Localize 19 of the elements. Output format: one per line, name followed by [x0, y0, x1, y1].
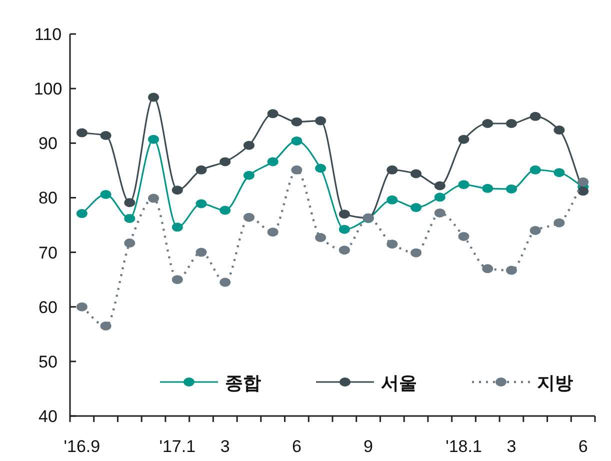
y-tick-label: 60	[38, 298, 58, 317]
x-tick-label: 3	[220, 437, 230, 456]
y-tick-label: 110	[34, 25, 62, 44]
x-tick-label: '18.1	[446, 437, 482, 456]
x-tick-label: 6	[578, 437, 588, 456]
x-tick-label: 3	[506, 437, 516, 456]
x-tick-label: 9	[364, 437, 374, 456]
x-tick-label: 6	[292, 437, 302, 456]
y-tick-label: 80	[38, 188, 58, 208]
y-tick-label: 90	[38, 134, 58, 154]
legend-label: 서울	[381, 373, 417, 393]
x-tick-label: '16.9	[64, 437, 100, 456]
y-tick-label: 100	[34, 80, 62, 99]
legend-label: 지방	[537, 373, 573, 393]
legend-label: 종합	[225, 373, 261, 393]
y-tick-label: 40	[38, 407, 58, 426]
y-tick-label: 50	[38, 352, 58, 372]
x-tick-label: '17.1	[159, 437, 196, 456]
y-tick-label: 70	[38, 243, 58, 262]
